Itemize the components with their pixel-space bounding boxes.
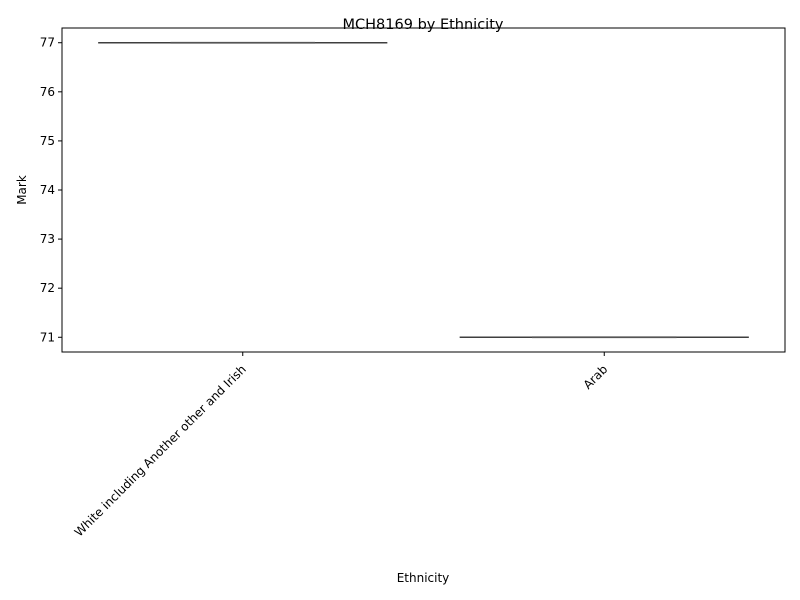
y-tick-label: 74 [40, 183, 55, 197]
x-axis: White including Another other and Irish A… [72, 352, 611, 539]
y-tick-label: 71 [40, 330, 55, 344]
y-axis-label: Mark [15, 175, 29, 205]
x-tick-label: White including Another other and Irish [72, 362, 249, 539]
y-tick-label: 77 [40, 36, 55, 50]
chart-title: MCH8169 by Ethnicity [343, 17, 504, 33]
plot-area-frame [61, 27, 786, 353]
y-tick-label: 75 [40, 134, 55, 148]
box-marks [98, 41, 749, 339]
y-tick-label: 73 [40, 232, 55, 246]
y-tick-label: 72 [40, 281, 55, 295]
y-axis: 71 72 73 74 75 76 77 [40, 36, 62, 344]
x-tick-label: Arab [581, 362, 611, 392]
x-axis-label: Ethnicity [397, 571, 450, 585]
y-tick-label: 76 [40, 85, 55, 99]
